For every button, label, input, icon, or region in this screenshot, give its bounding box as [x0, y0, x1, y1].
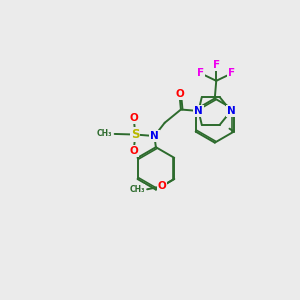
- Text: N: N: [150, 131, 159, 141]
- Text: CH₃: CH₃: [129, 185, 145, 194]
- Text: N: N: [226, 106, 235, 116]
- Text: CH₃: CH₃: [97, 130, 112, 139]
- Text: S: S: [131, 128, 140, 141]
- Text: F: F: [197, 68, 205, 78]
- Text: N: N: [194, 106, 203, 116]
- Text: F: F: [213, 61, 220, 70]
- Text: O: O: [129, 146, 138, 156]
- Text: O: O: [175, 89, 184, 99]
- Text: N: N: [226, 106, 235, 116]
- Text: O: O: [158, 182, 166, 191]
- Text: O: O: [129, 113, 138, 123]
- Text: F: F: [228, 68, 235, 78]
